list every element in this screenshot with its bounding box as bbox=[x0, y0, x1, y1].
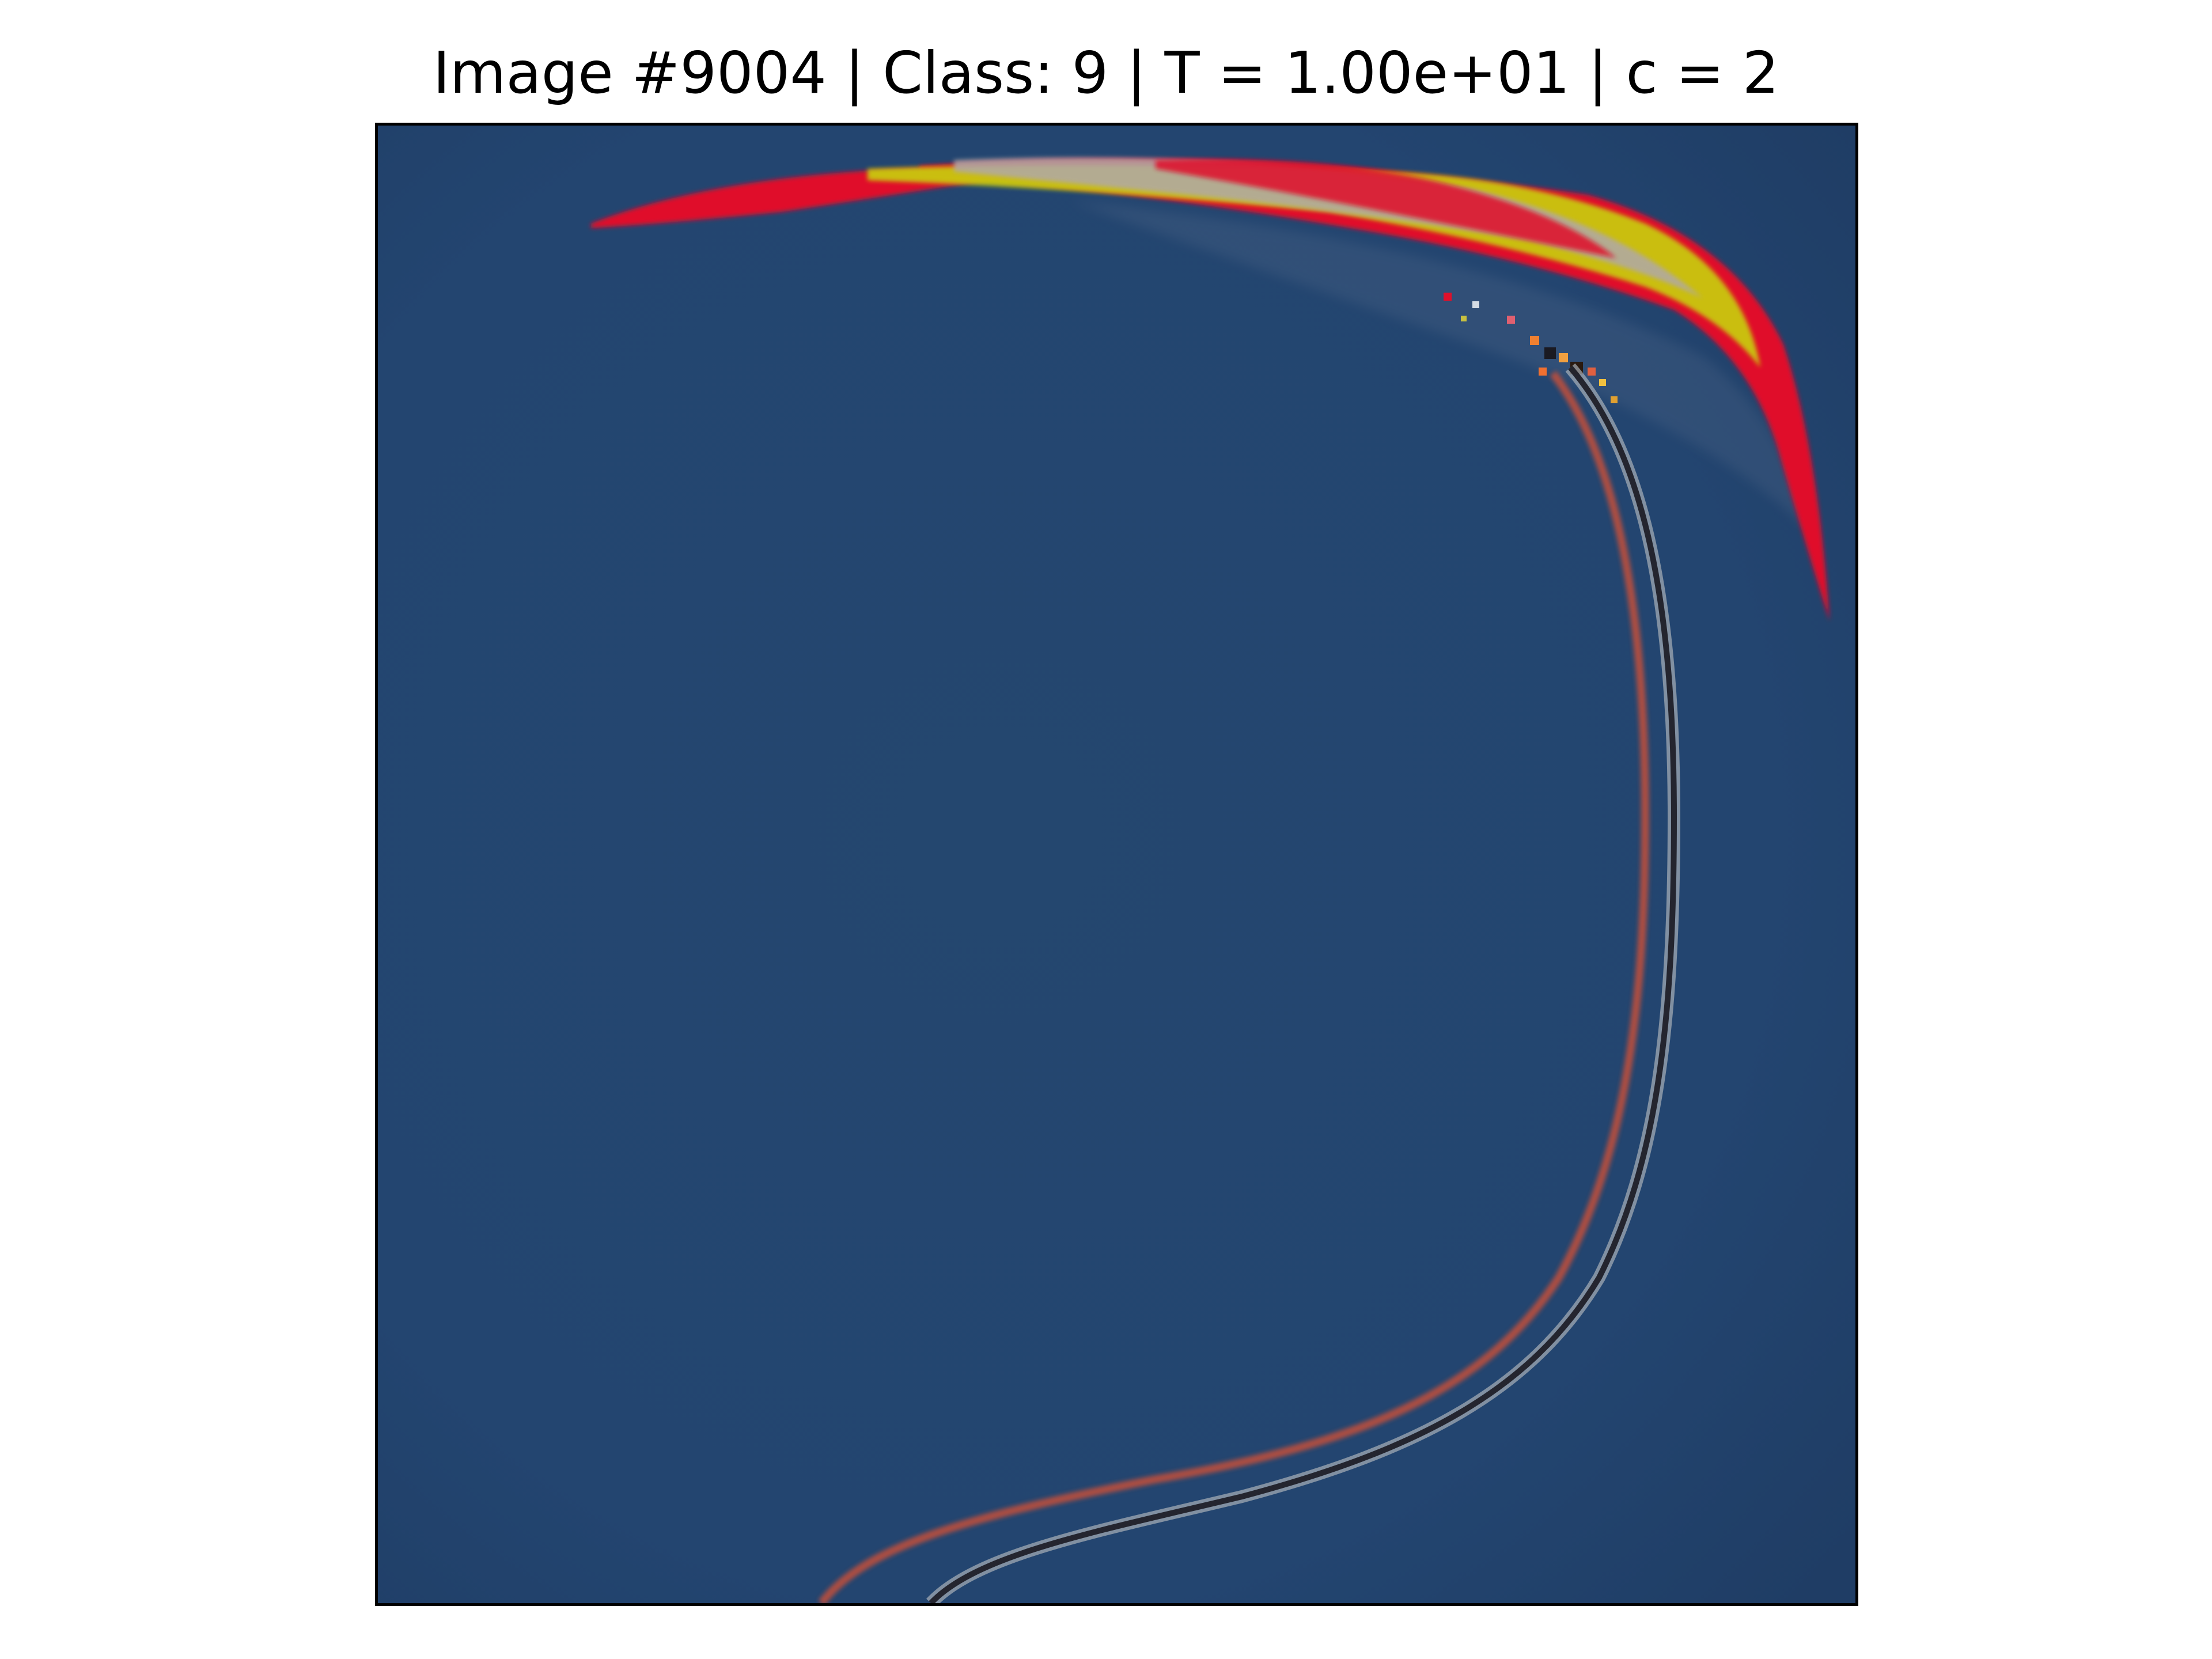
red-streak-main bbox=[919, 158, 1830, 621]
haze bbox=[1069, 200, 1806, 529]
figure-title: Image #9004 | Class: 9 | T = 1.00e+01 | … bbox=[433, 39, 1779, 107]
red-streak-inner bbox=[1156, 159, 1616, 258]
orange-curve bbox=[818, 370, 1650, 1603]
image-panel bbox=[375, 123, 1858, 1606]
streak-image bbox=[378, 126, 1855, 1603]
dark-curve bbox=[929, 365, 1677, 1603]
